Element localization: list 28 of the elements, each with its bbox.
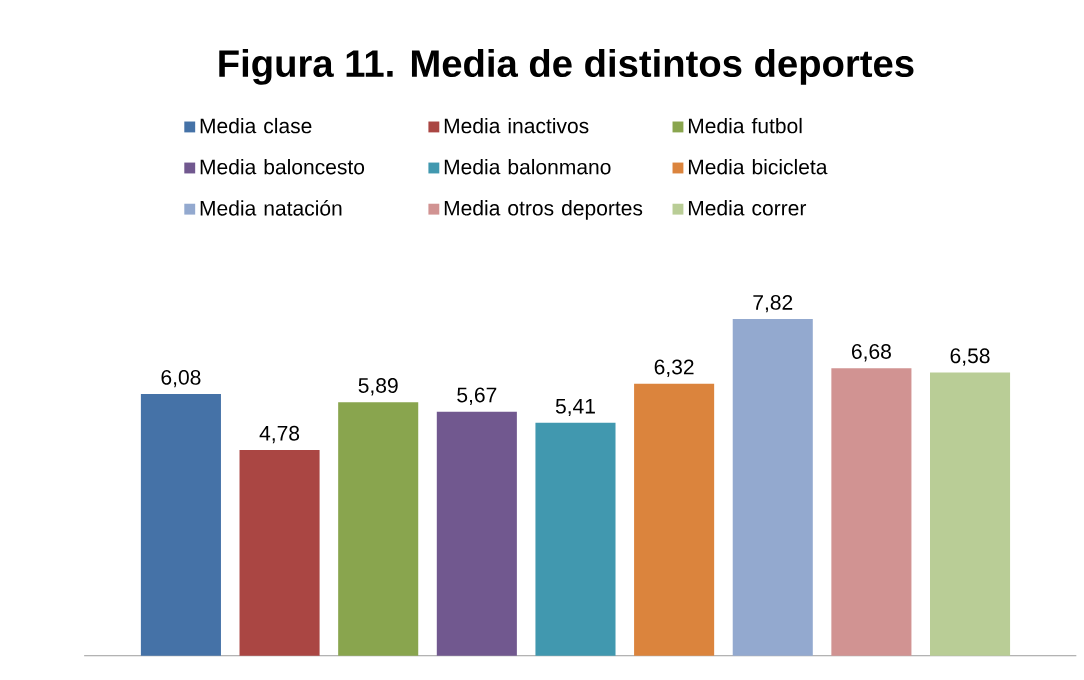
legend-label: Media futbol [688, 118, 802, 134]
data-label: 4,78 [259, 426, 300, 444]
legend-label: Media balonmano [444, 159, 611, 175]
data-label: 6,32 [654, 359, 694, 378]
bar [140, 394, 221, 656]
data-label: 5,89 [358, 378, 398, 396]
legend-label: Media bicicleta [688, 159, 828, 175]
bar [634, 383, 715, 656]
data-label: 7,82 [753, 295, 793, 313]
legend-label: Media clase [200, 118, 312, 134]
data-label: 6,08 [161, 370, 201, 388]
bar [436, 411, 517, 656]
bar [535, 423, 616, 656]
legend-label: Media otros deportes [444, 200, 643, 220]
chart-title: Figura 11. Media de distintos deportes [219, 49, 914, 85]
legend-label: Media correr [688, 200, 807, 216]
data-label: 5,67 [457, 387, 497, 406]
bar [239, 450, 320, 656]
data-label: 6,58 [950, 348, 990, 366]
bar [338, 402, 419, 656]
legend-label: Media inactivos [444, 118, 589, 134]
bar [930, 372, 1011, 656]
legend-label: Media natación [200, 200, 342, 216]
bar [831, 368, 912, 656]
data-label: 6,68 [852, 344, 891, 362]
bar [732, 319, 813, 656]
legend-label: Media baloncesto [200, 159, 365, 175]
data-label: 5,41 [555, 399, 595, 417]
